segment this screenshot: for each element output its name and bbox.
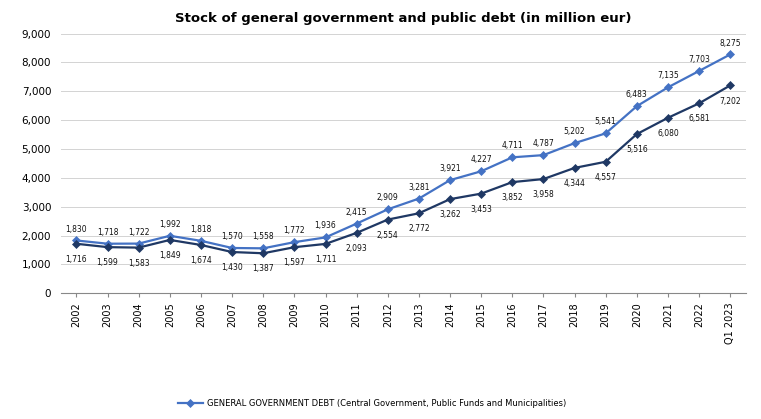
Text: 3,453: 3,453 xyxy=(470,205,492,214)
Text: 2,415: 2,415 xyxy=(345,208,368,217)
Text: 1,818: 1,818 xyxy=(190,225,212,234)
Text: 5,202: 5,202 xyxy=(564,127,585,136)
Text: 1,558: 1,558 xyxy=(253,233,274,241)
Text: 1,674: 1,674 xyxy=(190,256,212,265)
Text: 1,722: 1,722 xyxy=(128,228,149,237)
Text: 1,772: 1,772 xyxy=(284,226,305,235)
Text: 4,344: 4,344 xyxy=(564,179,585,188)
Text: 5,516: 5,516 xyxy=(626,145,648,154)
Text: 6,581: 6,581 xyxy=(688,114,710,124)
Text: 1,992: 1,992 xyxy=(159,220,180,229)
Text: 3,262: 3,262 xyxy=(439,210,461,219)
Text: 1,830: 1,830 xyxy=(65,225,88,233)
Text: 1,583: 1,583 xyxy=(128,259,149,268)
Text: 5,541: 5,541 xyxy=(595,117,616,127)
Text: 7,202: 7,202 xyxy=(719,96,741,106)
Text: 6,483: 6,483 xyxy=(626,90,648,99)
Text: 2,772: 2,772 xyxy=(408,225,430,233)
Text: 1,570: 1,570 xyxy=(221,232,243,241)
Text: 4,711: 4,711 xyxy=(501,141,523,150)
Text: 1,597: 1,597 xyxy=(284,259,305,267)
Text: 3,281: 3,281 xyxy=(408,183,430,191)
Text: 7,703: 7,703 xyxy=(688,55,710,64)
Text: 4,557: 4,557 xyxy=(595,173,616,182)
Text: 1,430: 1,430 xyxy=(221,263,243,272)
Text: 3,958: 3,958 xyxy=(533,190,554,199)
Title: Stock of general government and public debt (in million eur): Stock of general government and public d… xyxy=(175,13,632,26)
Text: 1,711: 1,711 xyxy=(315,255,336,264)
Text: 4,227: 4,227 xyxy=(470,155,492,164)
Text: 1,936: 1,936 xyxy=(314,222,336,230)
Text: 7,135: 7,135 xyxy=(657,71,679,80)
Text: 2,554: 2,554 xyxy=(377,231,399,240)
Text: 2,093: 2,093 xyxy=(345,244,368,253)
Text: 8,275: 8,275 xyxy=(719,39,741,47)
Text: 1,599: 1,599 xyxy=(97,258,119,267)
Text: 2,909: 2,909 xyxy=(377,194,399,202)
Text: 1,849: 1,849 xyxy=(159,251,180,260)
Text: 6,080: 6,080 xyxy=(657,129,679,138)
Text: 1,387: 1,387 xyxy=(253,264,274,273)
Text: 4,787: 4,787 xyxy=(533,139,554,148)
Text: 1,718: 1,718 xyxy=(97,228,118,237)
Text: 3,852: 3,852 xyxy=(501,193,523,202)
Text: 3,921: 3,921 xyxy=(439,164,461,173)
Text: 1,716: 1,716 xyxy=(65,255,88,264)
